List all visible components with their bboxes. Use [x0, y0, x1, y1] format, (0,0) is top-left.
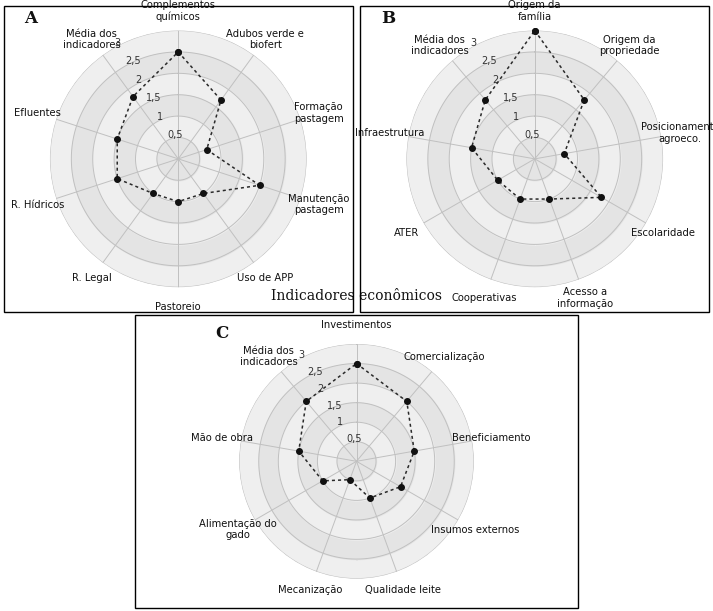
Point	[529, 26, 540, 35]
Point	[480, 95, 491, 104]
Point	[364, 493, 376, 503]
Point	[111, 134, 123, 144]
Point	[395, 482, 406, 492]
Point	[148, 189, 159, 199]
Point	[317, 476, 329, 486]
Point	[173, 47, 184, 57]
Point	[409, 446, 420, 456]
Text: B: B	[381, 10, 395, 27]
Point	[544, 194, 555, 204]
Title: Indicadores econômicos: Indicadores econômicos	[271, 289, 442, 303]
Point	[215, 95, 227, 105]
Point	[492, 175, 503, 185]
Point	[401, 397, 413, 406]
Point	[173, 47, 184, 57]
Point	[344, 475, 356, 485]
Point	[201, 145, 212, 155]
Point	[128, 92, 139, 101]
Point	[173, 197, 184, 207]
Point	[596, 192, 607, 202]
Point	[254, 180, 265, 190]
Point	[578, 95, 590, 104]
Text: C: C	[216, 325, 229, 342]
Point	[558, 148, 570, 158]
Point	[111, 174, 123, 183]
Text: A: A	[24, 10, 37, 27]
Point	[351, 359, 362, 368]
Point	[300, 397, 312, 406]
Point	[293, 446, 304, 456]
Point	[529, 26, 540, 35]
Point	[198, 189, 209, 199]
Point	[514, 194, 525, 204]
Point	[466, 143, 477, 153]
Point	[351, 359, 362, 368]
